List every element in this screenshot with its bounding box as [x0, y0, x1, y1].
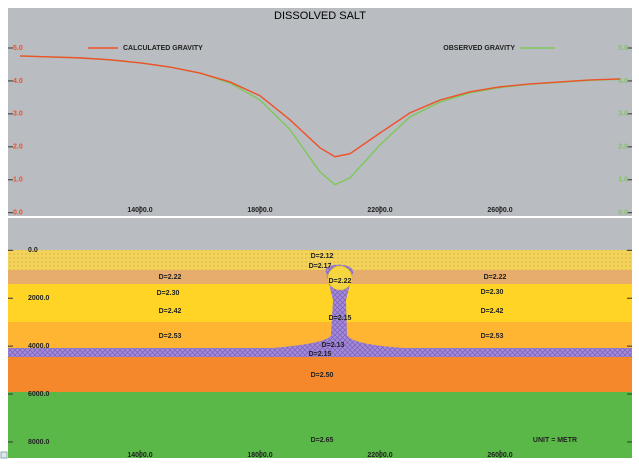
unit-label: UNIT = METR [533, 437, 577, 444]
layer [8, 284, 632, 322]
depth-label: 0.0 [28, 247, 38, 254]
depth-label: 6000.0 [28, 391, 50, 398]
density-label: D=2.50 [311, 372, 334, 379]
y-tick-label: 5.0 [13, 45, 23, 52]
y-tick-label: 3.0 [13, 111, 23, 118]
y-tick-label: 3.0 [618, 111, 628, 118]
gravity-panel [8, 8, 632, 216]
density-label: D=2.12 [311, 253, 334, 260]
y-tick-label: 2.0 [618, 144, 628, 151]
chart: DISSOLVED SALT 0.0 0.0 1.0 1.0 2.0 2.0 3.0 3.0 4… [0, 0, 639, 466]
density-label: D=2.22 [484, 274, 507, 281]
depth-label: 8000.0 [28, 439, 50, 446]
x-tick-label: 26000.0 [487, 452, 512, 459]
y-tick-label: 1.0 [618, 177, 628, 184]
y-tick-label: 4.0 [13, 78, 23, 85]
density-label: D=2.22 [329, 278, 352, 285]
y-tick-label: 2.0 [13, 144, 23, 151]
legend-label: CALCULATED GRAVITY [123, 45, 203, 52]
density-label: D=2.30 [481, 289, 504, 296]
depth-label: 4000.0 [28, 343, 50, 350]
density-label: D=2.17 [309, 263, 332, 270]
density-label: D=2.22 [159, 274, 182, 281]
y-tick-label: 5.0 [618, 45, 628, 52]
x-tick-label: 22000.0 [367, 452, 392, 459]
x-tick-label: 18000.0 [247, 207, 272, 214]
y-tick-label: 1.0 [13, 177, 23, 184]
x-tick-label: 22000.0 [367, 207, 392, 214]
density-label: D=2.53 [159, 333, 182, 340]
chart-title: DISSOLVED SALT [274, 10, 366, 22]
x-tick-label: 18000.0 [247, 452, 272, 459]
density-label: D=2.65 [311, 437, 334, 444]
page: DISSOLVED SALT 0.0 0.0 1.0 1.0 2.0 2.0 3.0 3.0 4… [0, 0, 639, 471]
x-tick-label: 26000.0 [487, 207, 512, 214]
layer [8, 270, 632, 284]
layer [8, 392, 632, 458]
density-label: D=2.42 [159, 308, 182, 315]
corner-icon [1, 452, 7, 458]
legend-label: OBSERVED GRAVITY [443, 45, 515, 52]
density-label: D=2.13 [322, 342, 345, 349]
y-tick-label: 0.0 [618, 210, 628, 217]
density-label: D=2.15 [329, 315, 352, 322]
density-label: D=2.53 [481, 333, 504, 340]
x-tick-label: 14000.0 [127, 207, 152, 214]
density-label: D=2.42 [481, 308, 504, 315]
density-label: D=2.15 [309, 351, 332, 358]
density-label: D=2.30 [157, 290, 180, 297]
depth-label: 2000.0 [28, 295, 50, 302]
y-tick-label: 0.0 [13, 210, 23, 217]
x-tick-label: 14000.0 [127, 452, 152, 459]
